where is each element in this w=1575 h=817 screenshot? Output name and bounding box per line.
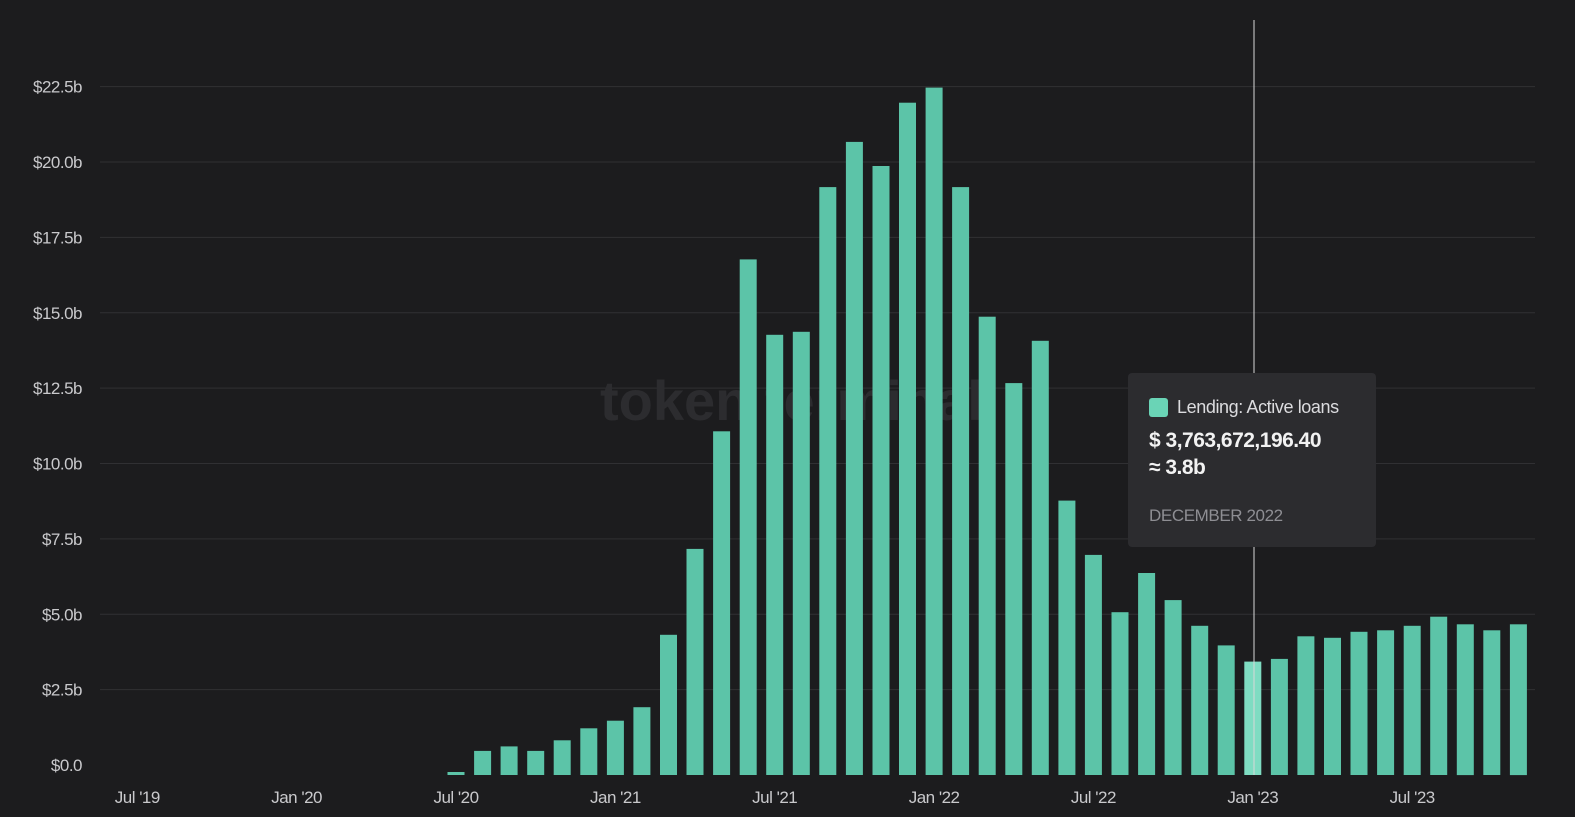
y-tick-label: $20.0b bbox=[33, 153, 82, 172]
x-tick-label: Jan '21 bbox=[590, 788, 641, 807]
bar[interactable] bbox=[1509, 624, 1527, 776]
y-tick-label: $5.0b bbox=[42, 605, 82, 624]
bar[interactable] bbox=[1164, 600, 1182, 775]
bar[interactable] bbox=[713, 431, 731, 775]
x-tick-label: Jan '22 bbox=[909, 788, 960, 807]
bar[interactable] bbox=[606, 720, 624, 775]
x-tick-label: Jan '23 bbox=[1227, 788, 1278, 807]
bar[interactable] bbox=[1270, 658, 1288, 775]
bar[interactable] bbox=[580, 728, 598, 775]
y-tick-label: $17.5b bbox=[33, 228, 82, 247]
x-tick-label: Jul '23 bbox=[1390, 788, 1435, 807]
bar[interactable] bbox=[1377, 630, 1395, 775]
y-tick-label: $0.0 bbox=[51, 756, 82, 775]
bar[interactable] bbox=[739, 259, 757, 775]
bar[interactable] bbox=[1031, 340, 1049, 775]
y-tick-label: $15.0b bbox=[33, 304, 82, 323]
bar[interactable] bbox=[952, 187, 970, 776]
bar[interactable] bbox=[474, 750, 492, 775]
bar[interactable] bbox=[845, 141, 863, 775]
bar[interactable] bbox=[1191, 625, 1209, 775]
bar[interactable] bbox=[1430, 616, 1448, 775]
bar[interactable] bbox=[1456, 624, 1474, 776]
bar[interactable] bbox=[1403, 625, 1421, 775]
grid-lines bbox=[100, 86, 1535, 691]
bar[interactable] bbox=[1297, 636, 1315, 775]
bar[interactable] bbox=[1483, 630, 1501, 775]
watermark-logo: token terminal bbox=[600, 369, 983, 432]
tooltip-series-label: Lending: Active loans bbox=[1177, 397, 1339, 417]
x-tick-label: Jul '21 bbox=[752, 788, 797, 807]
x-tick-label: Jan '20 bbox=[271, 788, 322, 807]
bar[interactable] bbox=[925, 87, 943, 776]
x-tick-label: Jul '19 bbox=[115, 788, 160, 807]
x-axis-ticks: Jul '19 Jan '20 Jul '20 Jan '21 Jul '21 Jan '… bbox=[115, 788, 1436, 807]
series-swatch bbox=[1149, 398, 1168, 417]
bar[interactable] bbox=[899, 102, 916, 775]
tooltip: Lending: Active loans $ 3,763,672,196.40… bbox=[1128, 373, 1376, 547]
bar[interactable] bbox=[447, 772, 465, 775]
bar[interactable] bbox=[527, 750, 545, 775]
bar[interactable] bbox=[1217, 645, 1235, 775]
y-axis-ticks: $0.0 $2.5b $5.0b $7.5b $10.0b $12.5b $15.0b $17… bbox=[33, 78, 83, 775]
bar[interactable] bbox=[978, 316, 996, 775]
bar[interactable] bbox=[792, 331, 810, 775]
x-tick-label: Jul '20 bbox=[433, 788, 478, 807]
bar[interactable] bbox=[1138, 573, 1156, 775]
bar[interactable] bbox=[1111, 612, 1129, 775]
bar[interactable] bbox=[1324, 637, 1341, 775]
bar[interactable] bbox=[660, 634, 677, 775]
bar[interactable] bbox=[553, 740, 571, 775]
y-tick-label: $7.5b bbox=[42, 530, 82, 549]
bar-highlighted[interactable] bbox=[1244, 661, 1262, 775]
tooltip-value: $ 3,763,672,196.40 bbox=[1149, 429, 1322, 452]
bars bbox=[447, 87, 1527, 776]
x-tick-label: Jul '22 bbox=[1071, 788, 1116, 807]
tooltip-date: DECEMBER 2022 bbox=[1149, 506, 1283, 525]
bar[interactable] bbox=[1084, 554, 1102, 775]
bar[interactable] bbox=[819, 187, 837, 776]
bar[interactable] bbox=[500, 746, 518, 775]
bar[interactable] bbox=[633, 707, 651, 775]
bar[interactable] bbox=[766, 334, 784, 775]
tooltip-approx-value: ≈ 3.8b bbox=[1149, 456, 1206, 479]
y-tick-label: $12.5b bbox=[33, 379, 82, 398]
bar[interactable] bbox=[1350, 631, 1368, 775]
bar[interactable] bbox=[1058, 500, 1076, 775]
bar[interactable] bbox=[1005, 383, 1023, 775]
bar[interactable] bbox=[686, 548, 704, 775]
y-tick-label: $2.5b bbox=[42, 681, 82, 700]
y-tick-label: $22.5b bbox=[33, 78, 82, 97]
y-tick-label: $10.0b bbox=[33, 455, 82, 474]
bar[interactable] bbox=[872, 166, 890, 775]
